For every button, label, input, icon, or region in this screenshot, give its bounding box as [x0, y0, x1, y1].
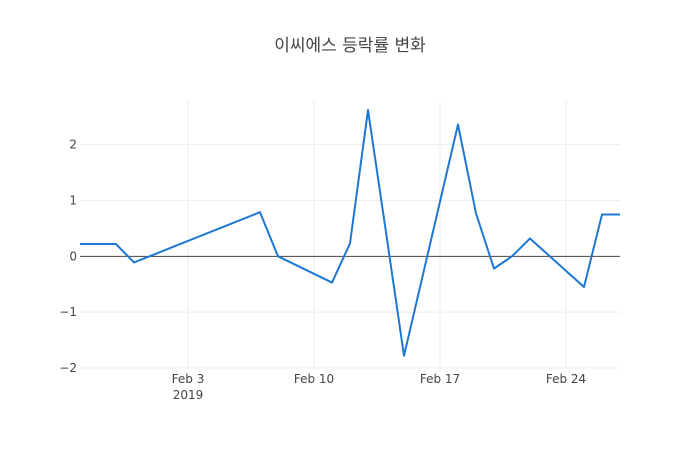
x-tick-label: Feb 3 — [172, 372, 205, 386]
y-tick-label: −1 — [59, 305, 77, 319]
x-tick-label: Feb 17 — [420, 372, 460, 386]
y-tick-label: −2 — [59, 361, 77, 375]
series-layer — [80, 109, 620, 357]
y-tick-label: 0 — [69, 249, 77, 263]
x-tick-label: Feb 24 — [546, 372, 586, 386]
grid-layer — [80, 100, 620, 369]
series-line — [80, 109, 620, 357]
x-tick-label: Feb 10 — [294, 372, 334, 386]
chart-title: 이씨에스 등락률 변화 — [274, 36, 426, 56]
y-tick-label: 1 — [69, 194, 77, 208]
y-tick-label: 2 — [69, 138, 77, 152]
x-tick-year-label: 2019 — [173, 388, 204, 402]
tick-labels: 2 1 0 −1 −2 Feb 3 2019 Feb 10 Feb 17 Feb 24 — [59, 138, 586, 402]
